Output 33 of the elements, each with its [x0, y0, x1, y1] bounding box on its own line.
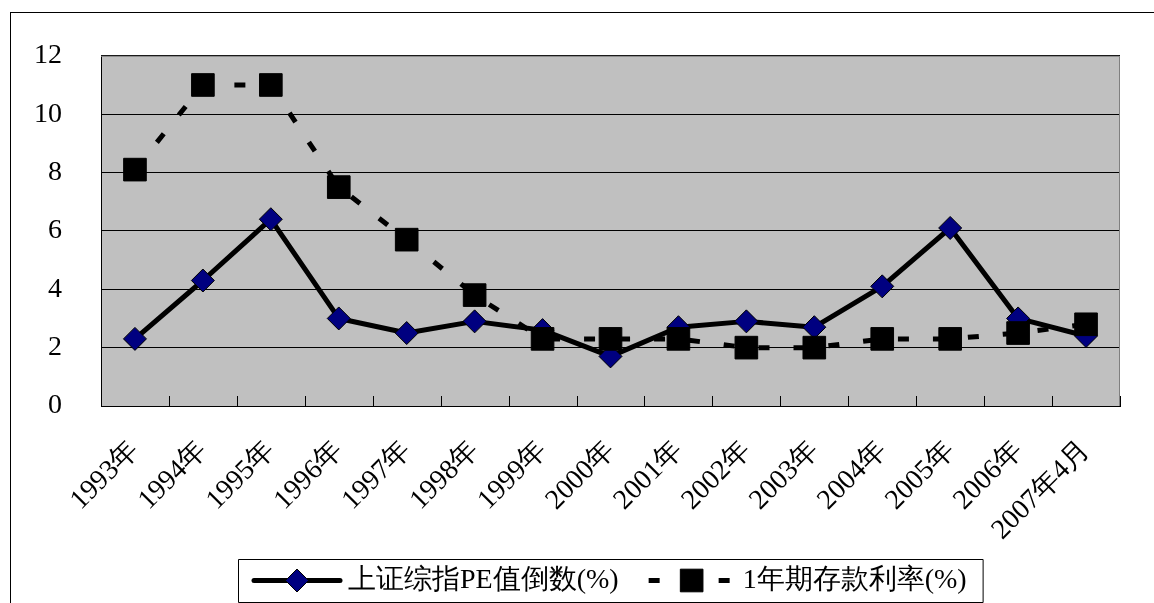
y-tick-label: 12	[34, 38, 62, 70]
point	[394, 227, 419, 252]
y-tick-label: 2	[48, 329, 62, 361]
point	[734, 335, 759, 360]
y-tick-label: 4	[48, 271, 62, 303]
point	[259, 73, 283, 97]
point	[123, 157, 147, 182]
point	[530, 327, 555, 351]
point	[191, 73, 215, 97]
point	[802, 335, 827, 360]
point	[190, 268, 215, 293]
point	[326, 175, 351, 199]
legend-label: 上证综指PE值倒数(%)	[348, 562, 619, 594]
point	[938, 215, 963, 240]
point	[870, 327, 895, 351]
point	[938, 327, 962, 351]
legend-label: 1年期存款利率(%)	[742, 562, 967, 594]
point	[870, 274, 895, 299]
point	[598, 327, 623, 351]
y-tick-label: 6	[48, 213, 62, 245]
point	[122, 326, 147, 351]
point	[462, 283, 487, 307]
point	[394, 321, 419, 346]
point	[326, 306, 351, 331]
point	[258, 207, 283, 232]
y-tick-label: 8	[48, 154, 62, 186]
point	[666, 327, 691, 351]
y-tick-label: 10	[34, 96, 62, 128]
y-tick-label: 0	[48, 388, 62, 420]
point	[1074, 312, 1098, 337]
point	[462, 309, 487, 334]
point	[734, 309, 759, 334]
point	[1006, 321, 1030, 345]
